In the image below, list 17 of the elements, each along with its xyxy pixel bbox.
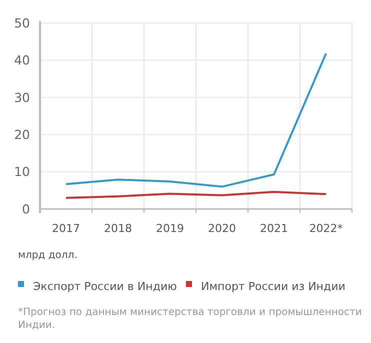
x-tick-label: 2017 (52, 222, 80, 235)
x-tick-label: 2022* (309, 222, 344, 235)
line-series (65, 52, 327, 188)
legend-label: Экспорт России в Индию (33, 280, 177, 293)
x-tick-label: 2021 (260, 222, 288, 235)
text: *Прогноз по данным министерства торговли и промышленности Индии. (18, 307, 362, 331)
legend-label: Импорт России из Индии (201, 280, 346, 293)
y-tick-label: 30 (14, 90, 30, 105)
y-tick-label: 0 (22, 201, 30, 216)
y-tick-label: 20 (14, 126, 30, 142)
y-tick-label: 10 (14, 164, 30, 180)
y-axis-title: млрд долл. (18, 250, 78, 261)
y-tick-label: 40 (14, 52, 30, 68)
x-tick-label: 2019 (156, 222, 184, 235)
y-tick-label: 50 (14, 15, 30, 30)
x-tick-label: 2018 (104, 222, 132, 235)
x-tick-label: 2020 (208, 222, 236, 235)
